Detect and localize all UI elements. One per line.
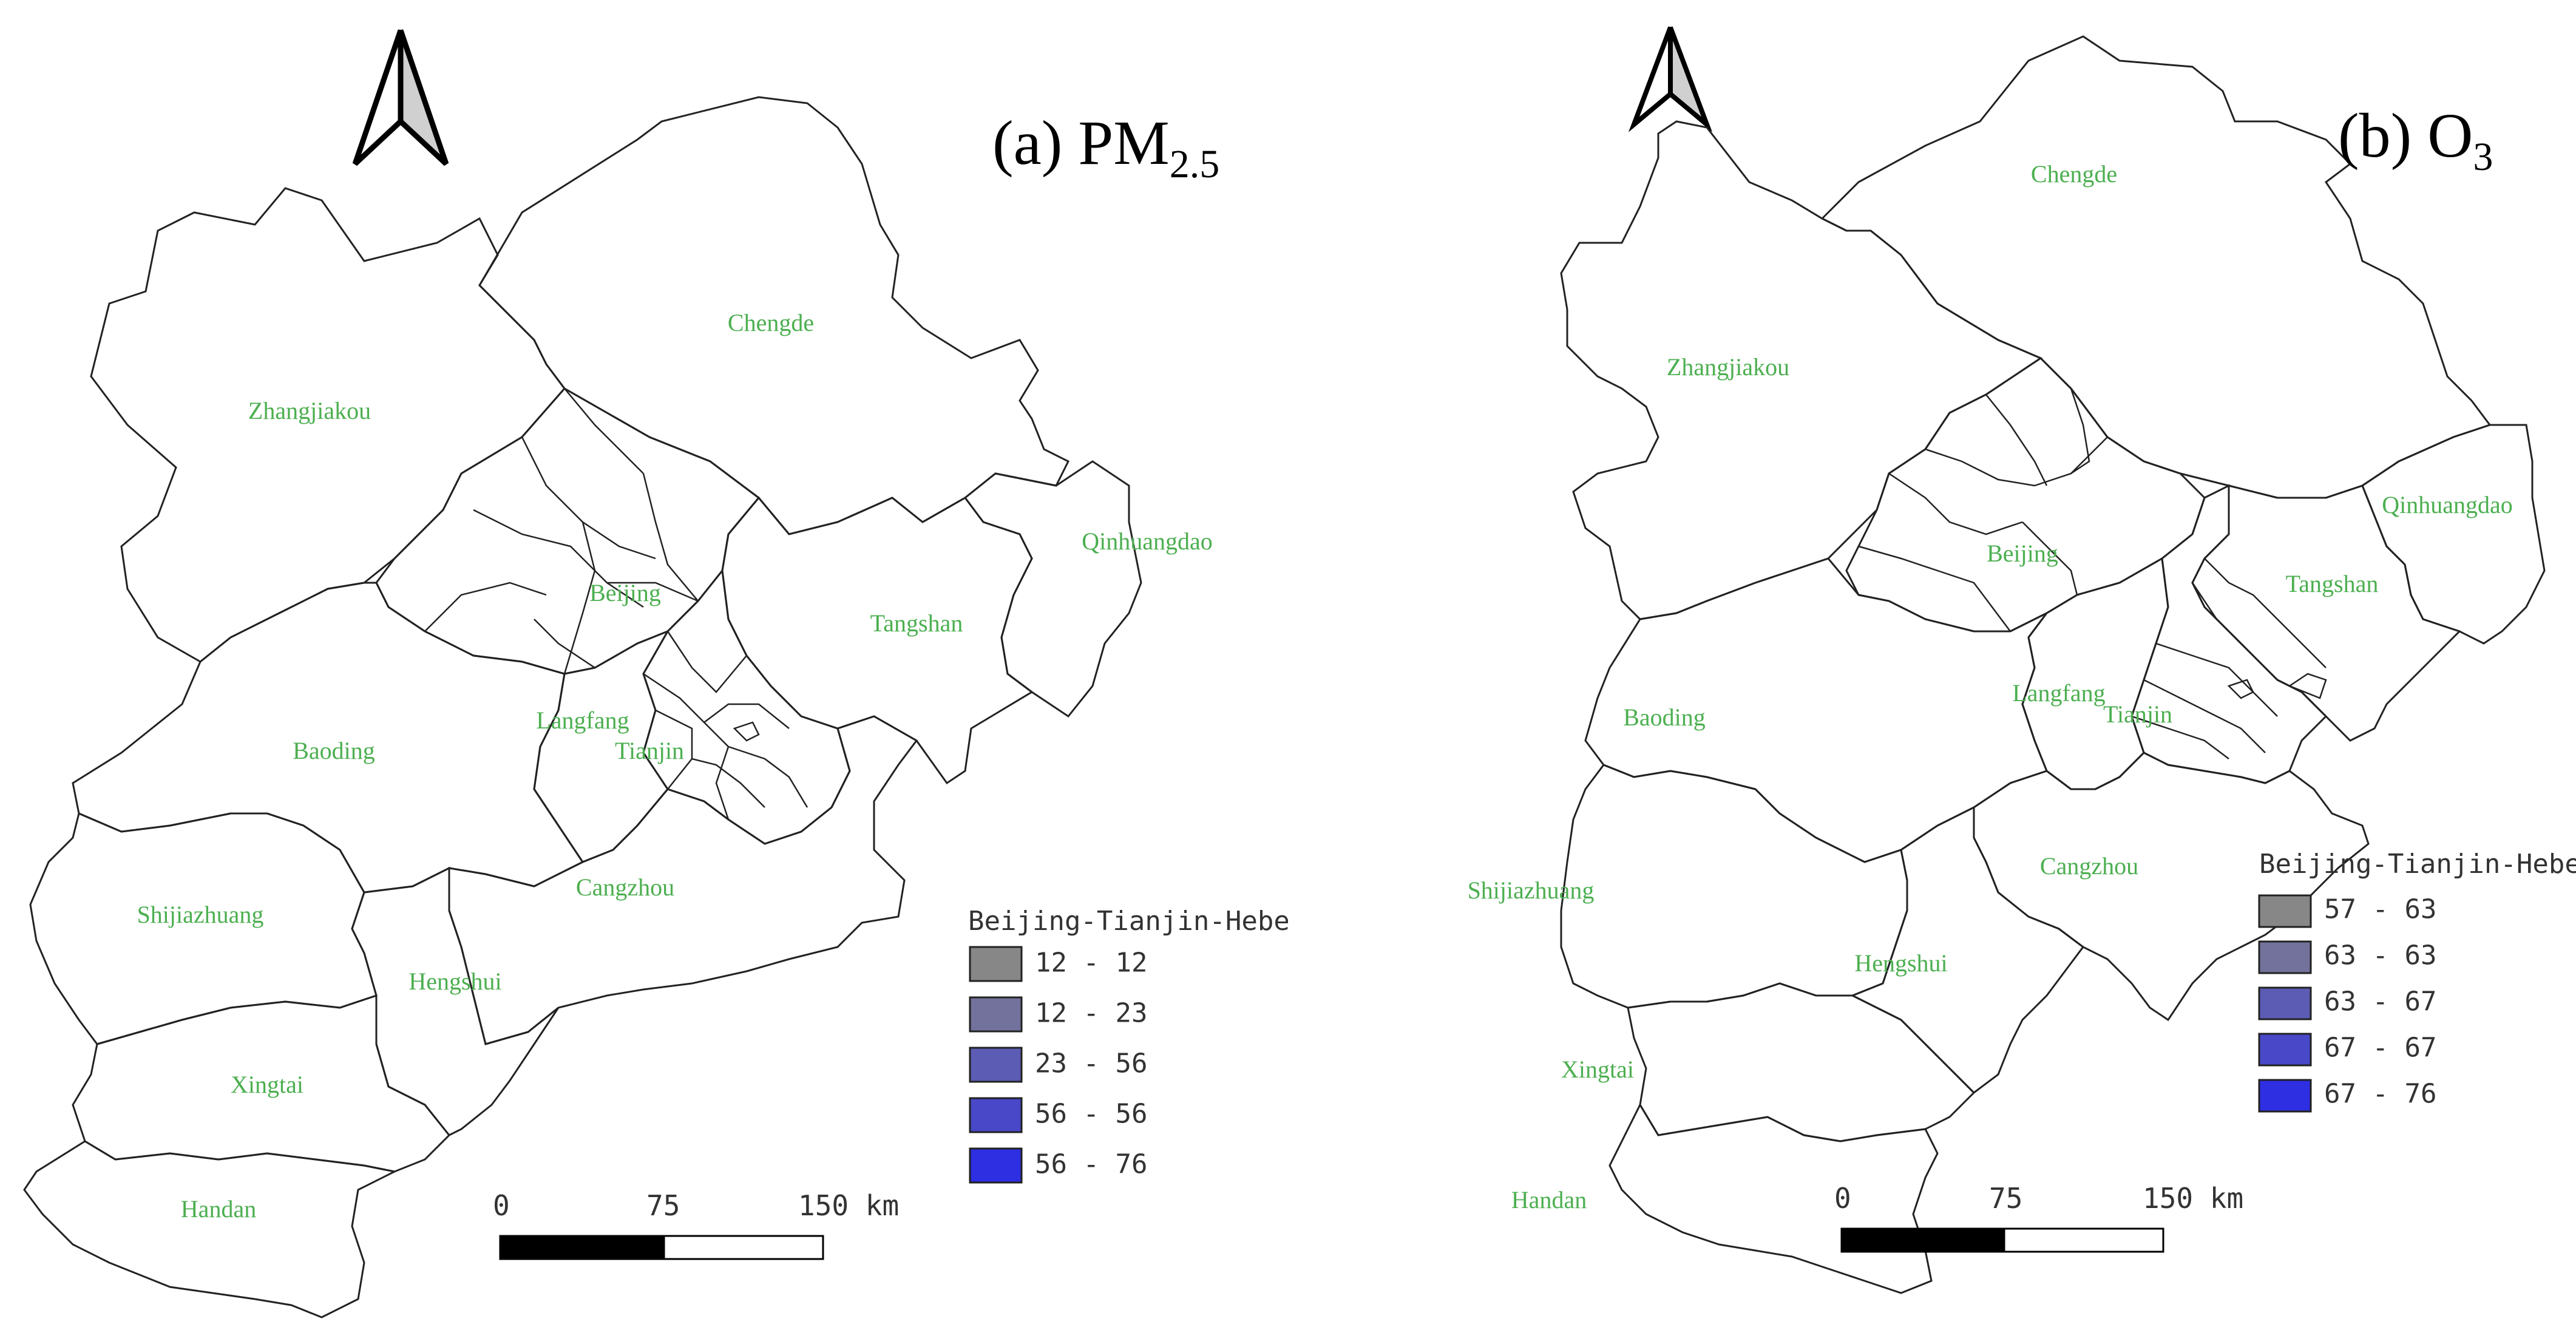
region-labels: Zhangjiakou Chengde Beijing Qinhuangdao …	[137, 309, 1213, 1223]
region-cangzhou	[1973, 752, 2370, 1022]
region-tianjin	[2130, 484, 2328, 784]
legend-label: 63 - 63	[2324, 940, 2436, 971]
map-panel-o3: Chengde Zhangjiakou Beijing Qinhuangdao …	[1288, 0, 2576, 1327]
legend-label: 12 - 12	[1035, 947, 1147, 978]
legend-swatch	[2258, 1079, 2312, 1113]
legend-swatch	[969, 1047, 1023, 1083]
label-baoding: Baoding	[1623, 704, 1706, 731]
region-tangshan	[2191, 484, 2461, 742]
label-tianjin: Tianjin	[2103, 701, 2172, 728]
label-tangshan: Tangshan	[2286, 570, 2379, 597]
label-chengde: Chengde	[728, 309, 814, 336]
region-tangshan	[721, 496, 1034, 785]
legend-swatch	[2258, 1033, 2312, 1067]
legend-label: 57 - 63	[2324, 894, 2436, 925]
scale-label-0: 0	[493, 1189, 510, 1222]
legend-title: Beijing-Tianjin-Hebei	[2259, 849, 2576, 880]
region-labels: Chengde Zhangjiakou Beijing Qinhuangdao …	[1468, 160, 2513, 1213]
label-zhangjiakou: Zhangjiakou	[248, 397, 371, 424]
legend-label: 67 - 67	[2324, 1032, 2436, 1063]
pm25-map-svg: Zhangjiakou Chengde Beijing Qinhuangdao …	[23, 29, 1288, 1319]
label-shijiazhuang: Shijiazhuang	[1468, 877, 1595, 904]
legend-label: 23 - 56	[1035, 1048, 1147, 1079]
label-handan: Handan	[1511, 1186, 1587, 1213]
label-xingtai: Xingtai	[231, 1071, 303, 1098]
legend-label: 63 - 67	[2324, 986, 2436, 1017]
legend-swatch	[969, 1097, 1023, 1133]
label-xingtai: Xingtai	[1561, 1056, 1634, 1083]
scale-label-75: 75	[1989, 1182, 2022, 1215]
region-xingtai	[1627, 982, 1976, 1142]
legend-label: 67 - 76	[2324, 1078, 2436, 1109]
label-beijing: Beijing	[589, 579, 661, 606]
region-cangzhou	[448, 715, 918, 1045]
label-qinhuangdao: Qinhuangdao	[1082, 528, 1213, 555]
label-hengshui: Hengshui	[1854, 949, 1947, 977]
label-shijiazhuang: Shijiazhuang	[137, 901, 264, 928]
region-shijiazhuang	[29, 812, 378, 1045]
county-boundaries	[424, 388, 808, 820]
label-chengde: Chengde	[2031, 160, 2117, 188]
label-langfang: Langfang	[536, 707, 629, 734]
label-hengshui: Hengshui	[408, 968, 501, 995]
region-beijing	[1845, 357, 2206, 633]
label-cangzhou: Cangzhou	[2040, 852, 2138, 880]
region-hengshui	[351, 866, 560, 1136]
legend-swatch	[2258, 894, 2312, 928]
label-beijing: Beijing	[1987, 540, 2058, 567]
legend-label: 12 - 23	[1035, 997, 1147, 1028]
region-zhangjiakou	[90, 187, 566, 663]
map-title-o3: (b) O3	[2338, 101, 2493, 179]
region-zhangjiakou	[1560, 120, 2043, 620]
scale-bar: 0 75 150 km	[1834, 1182, 2243, 1253]
legend-swatch	[2258, 986, 2312, 1020]
scale-label-150: 150 km	[2143, 1182, 2243, 1215]
label-cangzhou: Cangzhou	[576, 874, 674, 901]
legend-title: Beijing-Tianjin-Hebei	[968, 906, 1288, 937]
region-tianjin	[642, 568, 851, 845]
region-handan	[23, 1140, 398, 1319]
label-zhangjiakou: Zhangjiakou	[1667, 353, 1789, 381]
legend: Beijing-Tianjin-Hebei 57 - 63 63 - 63 63 -…	[2258, 849, 2576, 1113]
scale-bar: 0 75 150 km	[493, 1189, 899, 1260]
county-boundaries	[1858, 388, 2327, 759]
region-qinhuangdao	[2361, 424, 2546, 645]
o3-map-svg: Chengde Zhangjiakou Beijing Qinhuangdao …	[1468, 26, 2576, 1294]
label-handan: Handan	[181, 1195, 256, 1223]
map-panel-pm25: Zhangjiakou Chengde Beijing Qinhuangdao …	[23, 29, 1288, 1319]
legend-swatch	[969, 996, 1023, 1033]
label-tangshan: Tangshan	[870, 609, 963, 637]
north-arrow-icon	[1628, 26, 1713, 132]
label-qinhuangdao: Qinhuangdao	[2382, 491, 2513, 518]
legend-swatch	[969, 946, 1023, 982]
legend-swatch	[2258, 940, 2312, 974]
legend: Beijing-Tianjin-Hebei 12 - 12 12 - 23 23 -…	[968, 906, 1288, 1184]
map-title-pm25: (a) PM2.5	[992, 108, 1219, 186]
legend-swatch	[969, 1147, 1023, 1184]
legend-label: 56 - 76	[1035, 1149, 1147, 1179]
scale-label-0: 0	[1834, 1182, 1851, 1215]
region-beijing	[375, 387, 761, 675]
north-arrow-icon	[352, 29, 449, 166]
label-langfang: Langfang	[2012, 679, 2105, 707]
label-baoding: Baoding	[293, 737, 375, 764]
scale-label-150: 150 km	[798, 1189, 899, 1222]
label-tianjin: Tianjin	[615, 737, 684, 764]
legend-label: 56 - 56	[1035, 1098, 1147, 1129]
region-qinhuangdao	[963, 460, 1142, 718]
region-handan	[1608, 1102, 1939, 1294]
scale-label-75: 75	[646, 1189, 680, 1222]
